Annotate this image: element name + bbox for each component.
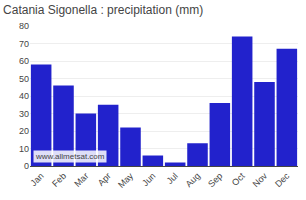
svg-text:Mar: Mar [72, 171, 90, 189]
svg-text:Nov: Nov [251, 170, 270, 189]
svg-text:www.allmetsat.com: www.allmetsat.com [35, 152, 105, 161]
svg-text:Aug: Aug [184, 171, 202, 189]
svg-text:40: 40 [19, 91, 29, 101]
svg-text:Apr: Apr [96, 171, 113, 188]
svg-text:Feb: Feb [50, 171, 68, 189]
svg-text:Catania Sigonella : precipitat: Catania Sigonella : precipitation (mm) [3, 3, 203, 17]
svg-text:Jan: Jan [28, 171, 45, 188]
svg-text:Oct: Oct [230, 170, 247, 187]
svg-text:70: 70 [19, 39, 29, 49]
svg-text:Dec: Dec [273, 170, 292, 189]
svg-text:0: 0 [24, 161, 29, 171]
svg-text:60: 60 [19, 56, 29, 66]
svg-text:Sep: Sep [206, 171, 224, 189]
svg-text:80: 80 [19, 21, 29, 31]
svg-text:May: May [116, 170, 135, 189]
svg-text:20: 20 [19, 126, 29, 136]
svg-text:Jul: Jul [165, 171, 180, 186]
svg-text:50: 50 [19, 74, 29, 84]
svg-text:Jun: Jun [140, 171, 157, 188]
svg-text:30: 30 [19, 109, 29, 119]
svg-text:10: 10 [19, 144, 29, 154]
